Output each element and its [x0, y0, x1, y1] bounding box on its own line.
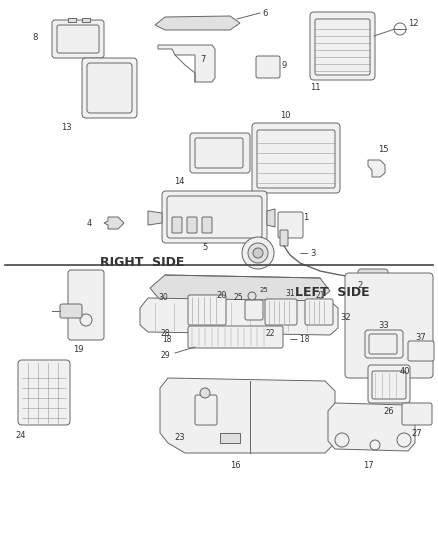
FancyBboxPatch shape — [280, 230, 288, 246]
Text: 29: 29 — [160, 351, 170, 359]
FancyBboxPatch shape — [402, 403, 432, 425]
Text: 13: 13 — [61, 124, 72, 133]
Polygon shape — [160, 378, 335, 453]
Text: 7: 7 — [200, 55, 205, 64]
Text: 24: 24 — [15, 431, 25, 440]
Text: LEFT  SIDE: LEFT SIDE — [295, 287, 370, 300]
Circle shape — [248, 292, 256, 300]
FancyBboxPatch shape — [252, 123, 340, 193]
FancyBboxPatch shape — [187, 217, 197, 233]
FancyBboxPatch shape — [358, 269, 388, 283]
Text: — 18: — 18 — [290, 335, 310, 344]
Text: 17: 17 — [363, 461, 373, 470]
FancyBboxPatch shape — [245, 300, 263, 320]
Text: 10: 10 — [280, 110, 290, 119]
FancyBboxPatch shape — [18, 360, 70, 425]
Text: 22: 22 — [265, 328, 275, 337]
Text: 26: 26 — [384, 407, 394, 416]
FancyBboxPatch shape — [256, 56, 280, 78]
Polygon shape — [150, 275, 330, 303]
Text: 25: 25 — [233, 294, 243, 303]
Text: 1: 1 — [303, 214, 308, 222]
Text: 18: 18 — [162, 335, 172, 344]
Text: 15: 15 — [378, 146, 389, 155]
Text: 21: 21 — [315, 290, 325, 300]
Circle shape — [242, 237, 274, 269]
FancyBboxPatch shape — [190, 133, 250, 173]
FancyBboxPatch shape — [310, 12, 375, 80]
Circle shape — [253, 248, 263, 258]
Text: 25: 25 — [260, 287, 269, 293]
Text: 11: 11 — [310, 84, 320, 93]
Text: 27: 27 — [412, 429, 422, 438]
FancyBboxPatch shape — [408, 341, 434, 361]
FancyBboxPatch shape — [172, 217, 182, 233]
Text: 8: 8 — [32, 34, 38, 43]
Text: 12: 12 — [408, 19, 418, 28]
FancyBboxPatch shape — [305, 299, 333, 325]
Text: 37: 37 — [416, 334, 426, 343]
Text: 5: 5 — [202, 244, 208, 253]
FancyBboxPatch shape — [188, 326, 283, 348]
Polygon shape — [104, 217, 124, 229]
Text: 28: 28 — [160, 328, 170, 337]
Bar — [82, 18, 90, 22]
FancyBboxPatch shape — [60, 304, 82, 318]
Circle shape — [200, 388, 210, 398]
Polygon shape — [155, 16, 240, 30]
Polygon shape — [368, 160, 385, 177]
Polygon shape — [267, 209, 275, 227]
Text: 33: 33 — [378, 320, 389, 329]
Bar — [68, 18, 76, 22]
FancyBboxPatch shape — [365, 330, 403, 358]
Text: 31: 31 — [285, 288, 295, 297]
Text: 16: 16 — [230, 461, 240, 470]
Polygon shape — [158, 45, 215, 82]
FancyBboxPatch shape — [188, 295, 226, 325]
Circle shape — [248, 243, 268, 263]
Polygon shape — [328, 403, 415, 451]
FancyBboxPatch shape — [345, 273, 433, 378]
Text: — 3: — 3 — [300, 248, 316, 257]
Text: 14: 14 — [174, 176, 185, 185]
Text: 2: 2 — [357, 280, 363, 289]
FancyBboxPatch shape — [278, 212, 303, 238]
Polygon shape — [148, 211, 162, 225]
Polygon shape — [220, 433, 240, 443]
Text: 9: 9 — [282, 61, 287, 69]
Text: 40: 40 — [399, 367, 410, 376]
Polygon shape — [140, 298, 338, 335]
FancyBboxPatch shape — [52, 20, 104, 58]
FancyBboxPatch shape — [368, 365, 410, 403]
FancyBboxPatch shape — [82, 58, 137, 118]
Text: 23: 23 — [174, 433, 185, 442]
Text: 30: 30 — [158, 294, 168, 303]
FancyBboxPatch shape — [162, 191, 267, 243]
FancyBboxPatch shape — [68, 270, 104, 340]
FancyBboxPatch shape — [202, 217, 212, 233]
FancyBboxPatch shape — [195, 395, 217, 425]
Text: 6: 6 — [262, 9, 267, 18]
Text: RIGHT  SIDE: RIGHT SIDE — [100, 256, 184, 270]
FancyBboxPatch shape — [265, 299, 297, 325]
Text: 4: 4 — [87, 219, 92, 228]
Text: 19: 19 — [73, 345, 83, 354]
Text: 20: 20 — [217, 290, 227, 300]
Text: 32: 32 — [340, 313, 351, 322]
